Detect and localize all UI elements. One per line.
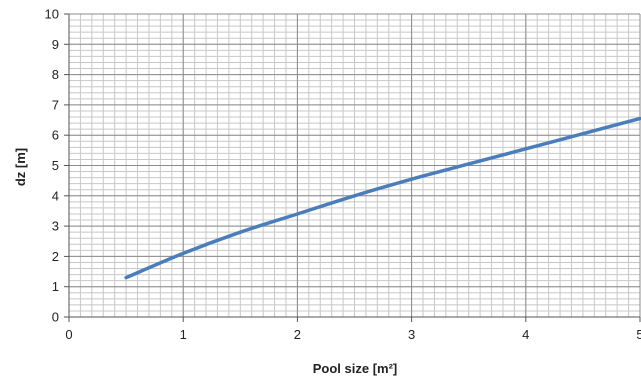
y-tick-label: 1 bbox=[52, 279, 59, 294]
series-line bbox=[124, 116, 641, 280]
y-tick-label: 7 bbox=[52, 97, 59, 112]
x-axis-title: Pool size [m²] bbox=[313, 361, 398, 376]
x-tick-label: 5 bbox=[636, 327, 641, 342]
y-tick-label: 5 bbox=[52, 158, 59, 173]
y-tick-label: 2 bbox=[52, 249, 59, 264]
x-tick-label: 4 bbox=[522, 327, 529, 342]
y-tick-labels: 0 1 2 3 4 5 6 7 8 9 10 bbox=[45, 7, 59, 325]
y-tick-label: 3 bbox=[52, 219, 59, 234]
axes bbox=[64, 13, 641, 322]
x-tick-label: 0 bbox=[65, 327, 72, 342]
x-tick-labels: 0 1 2 3 4 5 bbox=[65, 327, 641, 342]
y-tick-label: 4 bbox=[52, 188, 59, 203]
y-tick-label: 6 bbox=[52, 128, 59, 143]
y-tick-label: 8 bbox=[52, 67, 59, 82]
y-tick-label: 9 bbox=[52, 37, 59, 52]
x-tick-label: 1 bbox=[180, 327, 187, 342]
x-tick-label: 2 bbox=[294, 327, 301, 342]
series-layer bbox=[124, 116, 641, 280]
y-axis-title: dz [m] bbox=[13, 148, 28, 186]
y-tick-label: 0 bbox=[52, 310, 59, 325]
y-tick-label: 10 bbox=[45, 7, 59, 22]
x-tick-label: 3 bbox=[408, 327, 415, 342]
